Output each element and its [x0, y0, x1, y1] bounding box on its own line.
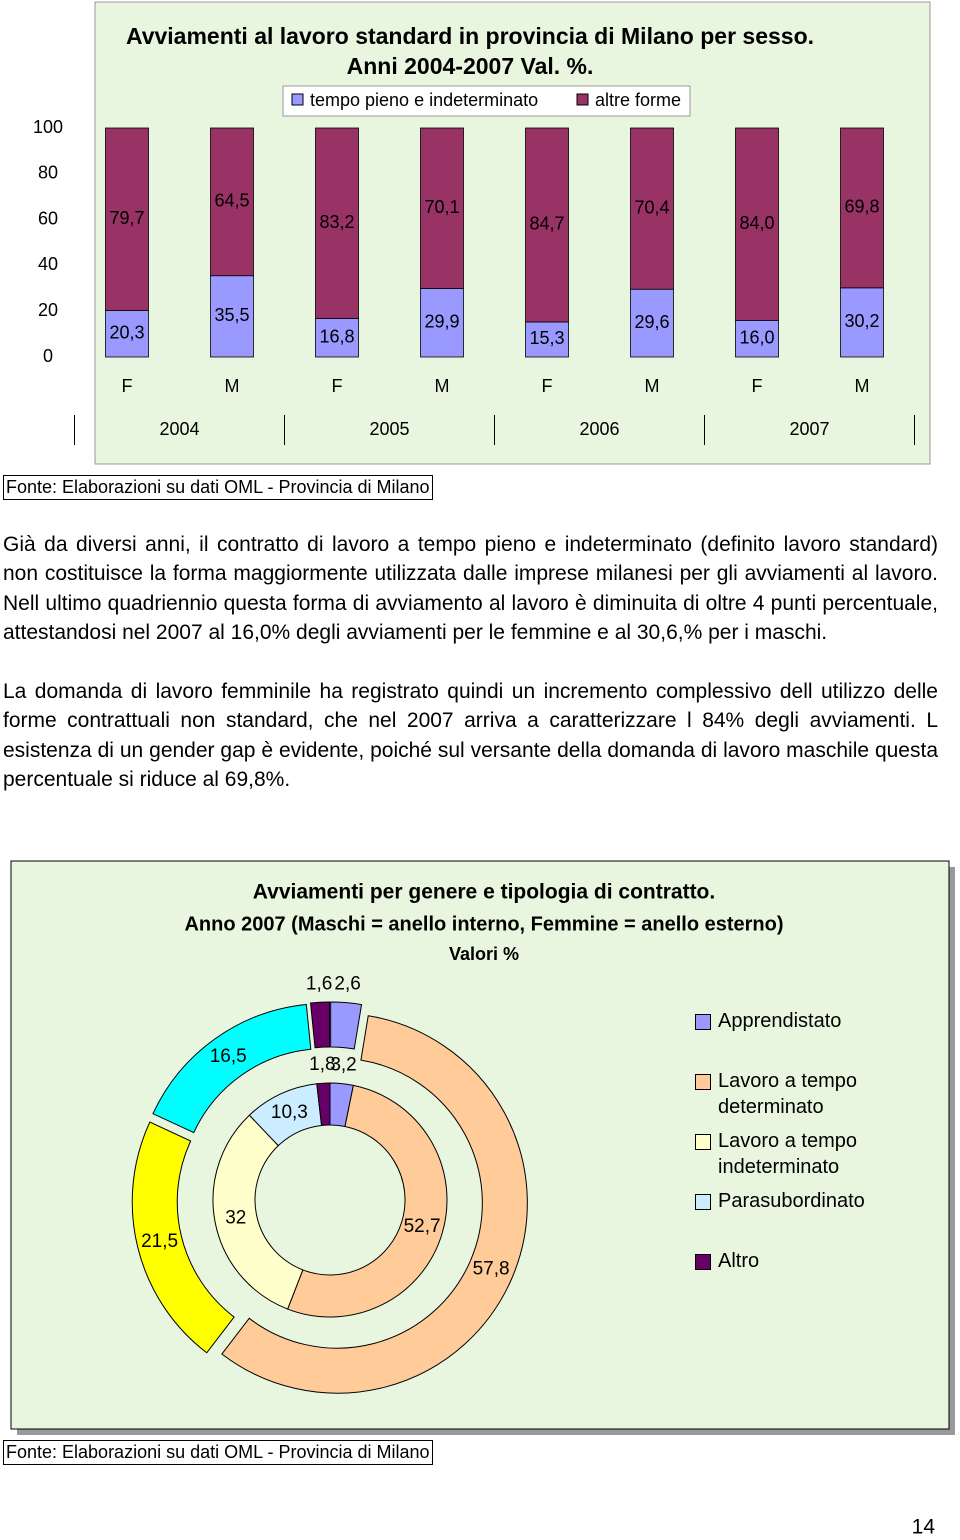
legend-label: altre forme: [595, 90, 681, 110]
data-label: 21,5: [141, 1231, 178, 1252]
x-tick-label: F: [752, 376, 763, 396]
legend-item: Apprendistato: [695, 1008, 895, 1034]
unit-label: Valori %: [449, 944, 519, 964]
source-note: Fonte: Elaborazioni su dati OML - Provin…: [3, 1440, 433, 1465]
data-label: 30,2: [844, 311, 879, 331]
bar-segment: [840, 127, 884, 289]
data-label: 70,4: [634, 197, 669, 217]
bar-segment: [630, 288, 674, 358]
data-label: 29,6: [634, 312, 669, 332]
donut-slice: [221, 1015, 528, 1394]
legend-swatch: [576, 93, 589, 106]
data-label: 16,8: [319, 327, 354, 347]
data-label: 84,0: [739, 213, 774, 233]
legend-item: Altro: [695, 1248, 895, 1274]
x-tick-label: M: [855, 376, 870, 396]
legend-label: Lavoro a tempo indeterminato: [718, 1130, 857, 1178]
data-label: 69,8: [844, 197, 879, 217]
data-label: 57,8: [473, 1259, 510, 1280]
chart-subtitle: Anno 2007 (Maschi = anello interno, Femm…: [184, 913, 783, 935]
bar-segment: [735, 127, 779, 321]
y-tick-label: 20: [38, 300, 58, 320]
x-tick-label: M: [645, 376, 660, 396]
x-tick-label: M: [225, 376, 240, 396]
data-label: 84,7: [529, 214, 564, 234]
x-tick-label: F: [332, 376, 343, 396]
paragraph: Già da diversi anni, il contratto di lav…: [3, 533, 938, 644]
donut-slice: [330, 1001, 363, 1050]
legend-item: Lavoro a tempo determinato: [695, 1068, 895, 1120]
group-label: 2006: [579, 419, 619, 439]
y-tick-label: 100: [33, 117, 63, 137]
data-label: 35,5: [214, 305, 249, 325]
legend-swatch: [695, 1134, 711, 1150]
donut-slice: [316, 1082, 331, 1127]
data-label: 1,8: [309, 1054, 335, 1075]
data-label: 29,9: [424, 312, 459, 332]
data-label: 16,5: [210, 1046, 247, 1067]
bar-segment: [315, 318, 359, 358]
y-tick-label: 80: [38, 163, 58, 183]
legend-swatch: [291, 93, 304, 106]
data-label: 64,5: [214, 191, 249, 211]
y-tick-label: 60: [38, 208, 58, 228]
chart-subtitle: Anni 2004-2007 Val. %.: [347, 53, 594, 79]
x-tick-label: F: [542, 376, 553, 396]
bar-segment: [840, 287, 884, 358]
donut-slice: [131, 1121, 235, 1354]
legend-swatch: [695, 1254, 711, 1270]
legend-swatch: [695, 1014, 711, 1030]
source-note: Fonte: Elaborazioni su dati OML - Provin…: [3, 475, 433, 500]
donut-slice: [309, 1001, 331, 1049]
legend-swatch: [695, 1074, 711, 1090]
group-label: 2004: [159, 419, 199, 439]
x-tick-label: F: [122, 376, 133, 396]
data-label: 15,3: [529, 328, 564, 348]
bar-segment: [210, 127, 254, 277]
data-label: 16,0: [739, 327, 774, 347]
paragraph: La domanda di lavoro femminile ha regist…: [3, 680, 938, 791]
group-label: 2007: [789, 419, 829, 439]
bar-segment: [105, 310, 149, 358]
legend-label: tempo pieno e indeterminato: [310, 90, 538, 110]
legend-box: [282, 85, 691, 117]
data-label: 1,6: [306, 973, 332, 994]
data-label: 83,2: [319, 212, 354, 232]
x-tick-label: M: [435, 376, 450, 396]
y-tick-label: 0: [43, 346, 53, 366]
legend-label: Lavoro a tempo determinato: [718, 1070, 857, 1118]
bar-segment: [630, 127, 674, 290]
legend-swatch: [695, 1194, 711, 1210]
y-tick-label: 40: [38, 254, 58, 274]
legend-item: Parasubordinato: [695, 1188, 895, 1214]
data-label: 20,3: [109, 323, 144, 343]
bar-segment: [420, 127, 464, 289]
donut-slice: [152, 1003, 312, 1134]
data-label: 70,1: [424, 197, 459, 217]
donut-slice: [286, 1084, 448, 1318]
bar-segment: [525, 321, 569, 358]
data-label: 2,6: [334, 974, 360, 995]
bar-segment: [420, 288, 464, 358]
data-label: 52,7: [404, 1216, 441, 1237]
bar-segment: [315, 127, 359, 319]
legend-label: Parasubordinato: [718, 1190, 865, 1212]
legend-item: Lavoro a tempo indeterminato: [695, 1128, 895, 1180]
data-label: 10,3: [271, 1102, 308, 1123]
data-label: 79,7: [109, 208, 144, 228]
bar-segment: [735, 319, 779, 358]
page-number: 14: [912, 1516, 936, 1539]
bar-segment: [105, 127, 149, 311]
data-label: 3,2: [330, 1055, 356, 1076]
legend-label: Apprendistato: [718, 1010, 842, 1032]
data-label: 32: [225, 1208, 246, 1229]
chart-title: Avviamenti al lavoro standard in provinc…: [126, 23, 814, 49]
legend-label: Altro: [718, 1250, 760, 1272]
chart-title: Avviamenti per genere e tipologia di con…: [253, 881, 715, 904]
bar-segment: [525, 127, 569, 323]
group-label: 2005: [369, 419, 409, 439]
donut-slice: [212, 1114, 304, 1310]
